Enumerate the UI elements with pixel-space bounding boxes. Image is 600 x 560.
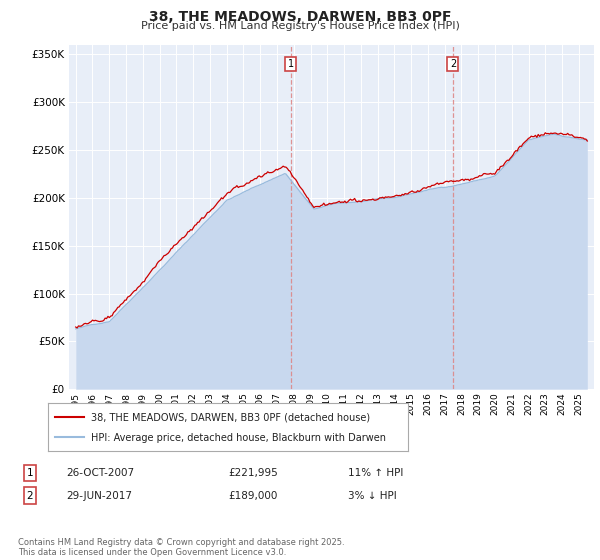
Text: 3% ↓ HPI: 3% ↓ HPI <box>348 491 397 501</box>
Text: 38, THE MEADOWS, DARWEN, BB3 0PF (detached house): 38, THE MEADOWS, DARWEN, BB3 0PF (detach… <box>91 413 370 422</box>
Text: 29-JUN-2017: 29-JUN-2017 <box>66 491 132 501</box>
Text: 38, THE MEADOWS, DARWEN, BB3 0PF: 38, THE MEADOWS, DARWEN, BB3 0PF <box>149 10 451 24</box>
Text: Price paid vs. HM Land Registry's House Price Index (HPI): Price paid vs. HM Land Registry's House … <box>140 21 460 31</box>
Text: HPI: Average price, detached house, Blackburn with Darwen: HPI: Average price, detached house, Blac… <box>91 433 386 444</box>
Text: 2: 2 <box>450 59 456 69</box>
Text: Contains HM Land Registry data © Crown copyright and database right 2025.
This d: Contains HM Land Registry data © Crown c… <box>18 538 344 557</box>
Text: £189,000: £189,000 <box>228 491 277 501</box>
Text: £221,995: £221,995 <box>228 468 278 478</box>
Text: 1: 1 <box>287 59 294 69</box>
Text: 2: 2 <box>26 491 34 501</box>
Text: 1: 1 <box>26 468 34 478</box>
Text: 11% ↑ HPI: 11% ↑ HPI <box>348 468 403 478</box>
Text: 26-OCT-2007: 26-OCT-2007 <box>66 468 134 478</box>
